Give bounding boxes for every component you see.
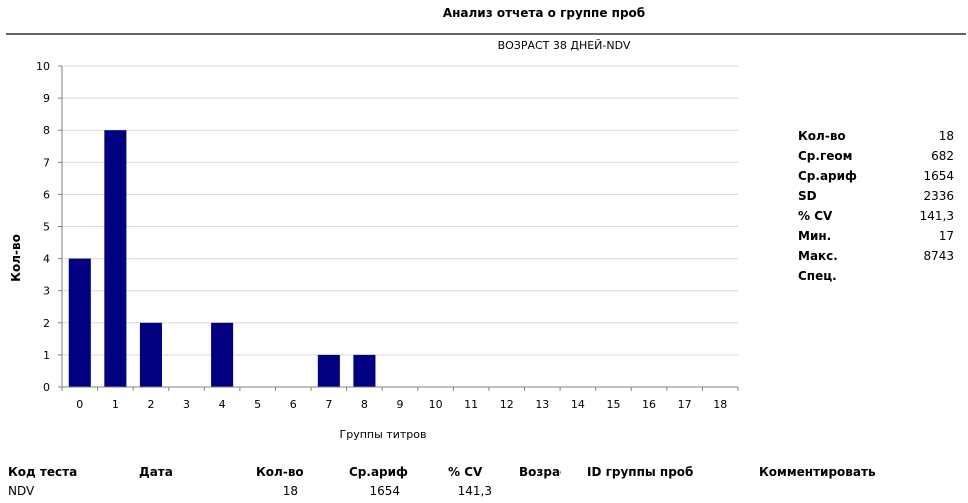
title-divider — [6, 33, 966, 35]
y-tick-label: 6 — [43, 188, 50, 201]
stat-value: 682 — [931, 149, 954, 163]
stat-label: Спец. — [798, 269, 837, 283]
x-tick-label: 13 — [535, 398, 549, 411]
stat-row-cv: % CV 141,3 — [798, 206, 954, 226]
y-tick-label: 10 — [36, 60, 50, 73]
cell-count: 18 — [282, 484, 298, 498]
chart-gridlines — [62, 65, 738, 356]
col-header-date: Дата — [139, 465, 173, 479]
y-tick-label: 3 — [43, 285, 50, 298]
x-tick-label: 16 — [642, 398, 656, 411]
x-tick-label: 8 — [361, 398, 368, 411]
x-tick-label: 4 — [219, 398, 226, 411]
col-header-mean: Ср.ариф — [349, 465, 408, 479]
bar-group-1 — [104, 130, 127, 387]
x-tick-label: 2 — [147, 398, 154, 411]
col-header-age: Возраст — [519, 465, 561, 479]
x-tick-label: 7 — [325, 398, 332, 411]
stat-row-sd: SD 2336 — [798, 186, 954, 206]
statistics-panel: Кол-во 18 Ср.геом 682 Ср.ариф 1654 SD 23… — [798, 126, 954, 286]
stat-value: 141,3 — [919, 209, 954, 223]
stat-row-max: Макс. 8743 — [798, 246, 954, 266]
col-header-cv: % CV — [448, 465, 483, 479]
x-tick-label: 14 — [571, 398, 585, 411]
bar-group-2 — [139, 322, 162, 387]
y-tick-label: 1 — [43, 349, 50, 362]
col-header-count: Кол-во — [256, 465, 304, 479]
bar-group-0 — [68, 258, 91, 387]
stat-row-min: Мин. 17 — [798, 226, 954, 246]
cell-mean: 1654 — [369, 484, 400, 498]
stat-label: Ср.геом — [798, 149, 853, 163]
stat-value: 18 — [938, 129, 954, 143]
x-axis-ticks: 0 1 2 3 4 5 6 7 8 9 10 11 12 13 14 15 16 17 18 — [61, 387, 739, 411]
stat-value: 17 — [938, 229, 954, 243]
x-tick-label: 12 — [500, 398, 514, 411]
stat-label: Ср.ариф — [798, 169, 857, 183]
y-tick-label: 4 — [43, 253, 50, 266]
stat-label: Макс. — [798, 249, 838, 263]
stat-label: % CV — [798, 209, 833, 223]
cell-test-code: NDV — [8, 484, 35, 498]
x-tick-label: 0 — [76, 398, 83, 411]
x-tick-label: 1 — [112, 398, 119, 411]
y-tick-label: 5 — [43, 221, 50, 234]
y-tick-label: 0 — [43, 381, 50, 394]
stat-label: Кол-во — [798, 129, 846, 143]
x-tick-label: 6 — [290, 398, 297, 411]
stat-row-spec: Спец. — [798, 266, 954, 286]
stat-row-mean: Ср.ариф 1654 — [798, 166, 954, 186]
y-tick-label: 8 — [43, 124, 50, 137]
y-axis-ticks: 0 1 2 3 4 5 6 7 8 9 10 — [36, 60, 62, 394]
y-tick-label: 9 — [43, 92, 50, 105]
chart-title: ВОЗРАСТ 38 ДНЕЙ-NDV — [497, 39, 631, 52]
x-tick-label: 11 — [464, 398, 478, 411]
stat-value: 1654 — [923, 169, 954, 183]
x-tick-label: 5 — [254, 398, 261, 411]
x-tick-label: 15 — [606, 398, 620, 411]
bar-group-4 — [211, 322, 234, 387]
stat-label: Мин. — [798, 229, 832, 243]
bar-group-7 — [317, 354, 340, 387]
x-tick-label: 9 — [397, 398, 404, 411]
report-title: Анализ отчета о группе проб — [442, 6, 646, 20]
stat-row-count: Кол-во 18 — [798, 126, 954, 146]
x-axis-label: Группы титров — [340, 428, 427, 441]
stat-value: 2336 — [923, 189, 954, 203]
x-tick-label: 18 — [713, 398, 727, 411]
x-tick-label: 10 — [429, 398, 443, 411]
stat-value: 8743 — [923, 249, 954, 263]
col-header-comment: Комментировать — [759, 465, 876, 479]
y-axis-label: Кол-во — [9, 234, 23, 282]
stat-row-geomean: Ср.геом 682 — [798, 146, 954, 166]
bar-group-8 — [353, 354, 376, 387]
stat-label: SD — [798, 189, 817, 203]
y-tick-label: 7 — [43, 156, 50, 169]
col-header-group-id: ID группы проб — [587, 465, 694, 479]
cell-cv: 141,3 — [457, 484, 492, 498]
chart-bars — [68, 130, 376, 387]
x-tick-label: 3 — [183, 398, 190, 411]
x-tick-label: 17 — [678, 398, 692, 411]
y-tick-label: 2 — [43, 317, 50, 330]
col-header-test-code: Код теста — [8, 465, 78, 479]
